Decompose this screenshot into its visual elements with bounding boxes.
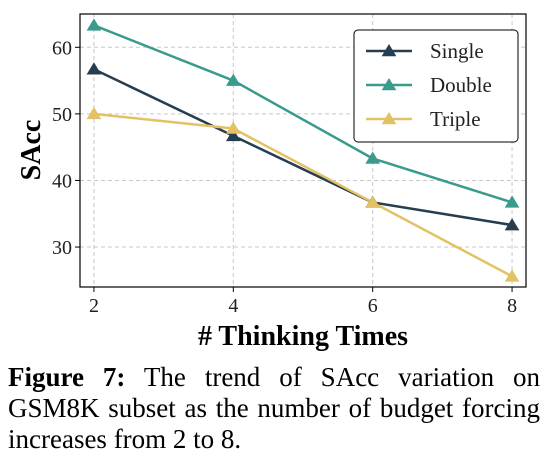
y-tick-label: 60: [52, 37, 72, 59]
x-tick-label: 8: [507, 295, 517, 317]
axis-ticks: 2 4 6 8 30 40 50 60: [52, 37, 517, 317]
series-line-single: [93, 68, 513, 227]
legend: Single Double Triple: [353, 29, 519, 143]
data-point-single: [86, 62, 102, 75]
legend-swatch-marker: [381, 78, 397, 91]
legend-swatch-marker: [381, 44, 397, 57]
legend-label: Triple: [430, 107, 481, 131]
legend-box: [353, 29, 519, 143]
data-point-double: [86, 18, 102, 31]
x-tick-label: 2: [89, 295, 99, 317]
y-axis-label: SAcc: [16, 120, 47, 181]
y-tick-label: 50: [52, 104, 72, 126]
plot-frame: [79, 13, 527, 288]
x-tick-label: 6: [368, 295, 378, 317]
line-chart: 2 4 6 8 30 40 50 60 Single Double Triple SAcc # T…: [16, 13, 527, 352]
legend-label: Double: [430, 73, 492, 97]
x-axis-label: # Thinking Times: [198, 321, 408, 352]
data-point-triple: [225, 121, 241, 134]
data-point-double: [225, 73, 241, 86]
data-point-triple: [86, 106, 102, 120]
y-tick-label: 30: [52, 237, 72, 259]
legend-swatch-marker: [381, 112, 397, 125]
series-lines: [93, 24, 513, 278]
data-point-double: [365, 151, 381, 164]
caption-text: The trend of SAcc variation on GSM8K sub…: [8, 362, 541, 454]
series-markers: [86, 18, 520, 282]
data-point-single: [225, 128, 241, 142]
figure-caption: Figure 7: The trend of SAcc variation on…: [8, 362, 540, 455]
series-line-triple: [93, 112, 513, 278]
y-tick-label: 40: [52, 170, 72, 192]
series-line-double: [93, 24, 513, 204]
caption-label: Figure 7:: [8, 362, 126, 392]
data-point-single: [504, 218, 520, 231]
data-point-double: [504, 195, 520, 208]
legend-label: Single: [430, 39, 484, 63]
data-point-triple: [504, 269, 520, 282]
x-tick-label: 4: [228, 295, 238, 317]
data-point-triple: [365, 195, 381, 208]
